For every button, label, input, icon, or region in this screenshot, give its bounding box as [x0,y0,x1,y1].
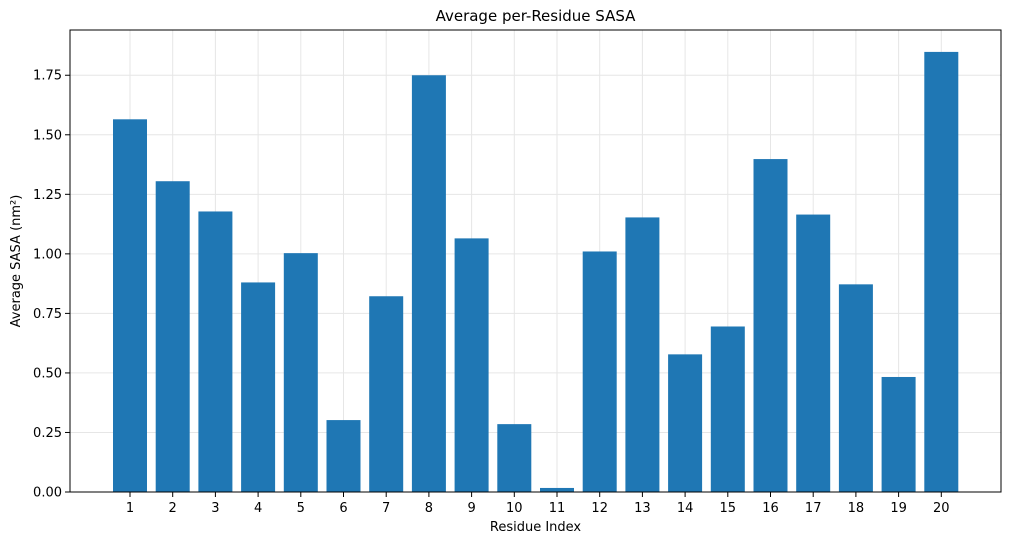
y-tick-label: 1.00 [33,247,62,262]
bar-residue-16 [753,159,788,493]
x-tick-label: 20 [933,501,950,516]
x-tick-label: 2 [169,501,177,516]
bar-residue-18 [838,284,873,492]
bar-residue-12 [582,251,617,492]
bar-residue-13 [625,217,660,492]
bar-residue-11 [540,487,574,492]
y-tick-label: 1.50 [33,128,62,143]
x-tick-label: 18 [848,501,865,516]
x-tick-label: 10 [506,501,523,516]
x-tick-label: 8 [425,501,433,516]
x-tick-label: 16 [762,501,779,516]
chart-title: Average per-Residue SASA [436,7,637,25]
y-axis-ticks: 0.00 0.25 0.50 0.75 1.00 1.25 1.50 1.75 [33,69,70,501]
y-tick-label: 0.25 [33,426,62,441]
x-tick-label: 11 [549,501,566,516]
y-tick-label: 1.75 [33,69,62,84]
bar-residue-14 [668,354,703,492]
y-axis-label: Average SASA (nm²) [9,195,24,328]
x-tick-label: 1 [126,501,134,516]
y-tick-label: 0.75 [33,307,62,322]
plot-frame [69,29,1002,493]
bar-residue-7 [369,296,404,492]
bar-residue-6 [326,420,361,492]
x-tick-label: 19 [890,501,907,516]
x-tick-label: 9 [467,501,475,516]
bar-residue-3 [198,211,233,492]
bar-residue-4 [241,282,276,492]
x-tick-label: 5 [297,501,305,516]
x-tick-label: 12 [591,501,608,516]
bar-residue-2 [155,181,190,492]
x-tick-label: 14 [677,501,694,516]
bar-residue-8 [411,75,446,492]
bar-residue-15 [710,326,745,492]
y-tick-label: 0.50 [33,366,62,381]
x-axis-label: Residue Index [490,520,582,535]
y-tick-label: 1.25 [33,188,62,203]
bar-residue-10 [497,424,532,492]
bar-residue-5 [283,253,318,492]
bars [113,51,959,493]
bar-residue-9 [454,238,489,492]
x-axis-ticks: 1 2 3 4 5 6 7 8 9 10 11 12 13 14 15 16 17 18 19 20 [126,492,950,516]
bar-residue-19 [881,376,916,492]
y-tick-label: 0.00 [33,486,62,501]
x-tick-label: 15 [720,501,737,516]
x-tick-label: 4 [254,501,262,516]
bar-residue-1 [113,119,147,492]
bar-residue-20 [924,51,959,493]
x-tick-label: 3 [211,501,219,516]
x-tick-label: 13 [634,501,651,516]
x-tick-label: 7 [382,501,390,516]
x-tick-label: 17 [805,501,822,516]
bar-residue-17 [796,214,831,492]
x-tick-label: 6 [339,501,347,516]
